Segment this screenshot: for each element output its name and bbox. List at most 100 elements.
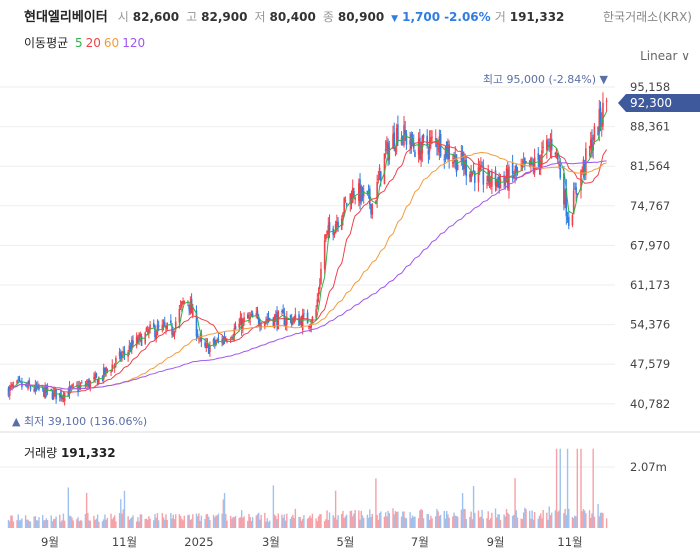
volume-bar (413, 516, 415, 528)
candle-body (248, 315, 250, 319)
volume-bar (144, 518, 146, 528)
candle-body (33, 389, 35, 392)
volume-bar (352, 516, 354, 528)
candle-body (301, 314, 304, 330)
scale-mode-dropdown[interactable]: Linear ∨ (640, 49, 690, 63)
volume-bar (380, 511, 382, 528)
candle-body (294, 314, 297, 319)
ma-5[interactable]: 5 (75, 36, 83, 50)
candle-body (78, 385, 81, 390)
candle-body (27, 382, 29, 389)
volume-bar (568, 508, 570, 528)
volume-bar (20, 519, 22, 528)
volume-bar (546, 512, 548, 528)
volume-bar (286, 513, 288, 528)
volume-bar (469, 516, 471, 528)
moving-average-legend[interactable]: 이동평균 5 20 60 120 (24, 34, 148, 51)
candle-body (404, 130, 407, 135)
volume-bar (564, 508, 566, 528)
candle-body (10, 385, 12, 387)
volume-bar (601, 512, 603, 528)
volume-bar (559, 448, 561, 528)
volume-bar (188, 514, 190, 528)
volume-bar (378, 513, 381, 528)
volume-bar (388, 513, 391, 528)
low-annotation: ▲ 최저 39,100 (136.06%) (12, 415, 147, 428)
candle-body (119, 352, 122, 360)
volume-bar (189, 519, 192, 528)
volume-bar (247, 520, 249, 528)
candle-body (206, 342, 209, 344)
candle-body (234, 325, 237, 329)
candle-body (478, 167, 481, 171)
candle-body (84, 384, 87, 386)
candle-body (157, 325, 160, 327)
candle-body (472, 170, 475, 172)
volume-bar (550, 512, 553, 528)
candle-body (598, 109, 601, 132)
volume-bar (138, 521, 140, 528)
volume-bar (531, 510, 533, 528)
volume-bar (284, 520, 287, 528)
candle-body (371, 204, 374, 215)
candle-body (309, 326, 311, 328)
volume-bar (472, 486, 475, 528)
volume-bar (171, 518, 173, 528)
candle-body (477, 167, 480, 183)
volume-bar (400, 516, 403, 528)
candle-body (135, 336, 138, 346)
candle-body (572, 190, 575, 215)
volume-bar (181, 518, 183, 528)
volume-bar (148, 516, 150, 528)
candle-body (156, 324, 159, 336)
candle-body (170, 320, 172, 323)
volume-bar (447, 514, 449, 528)
volume-bar (60, 521, 62, 528)
volume-bar (454, 515, 456, 528)
volume-bar (494, 508, 497, 528)
y-tick-label: 95,158 (630, 80, 670, 94)
volume-bar (376, 514, 378, 528)
ma-120[interactable]: 120 (122, 36, 146, 50)
ma-60[interactable]: 60 (103, 36, 120, 50)
volume-tick-label: 2.07m (630, 460, 667, 474)
candle-body (106, 369, 109, 371)
candle-body (233, 328, 236, 337)
volume-bar (572, 518, 575, 528)
volume-bar (402, 511, 404, 528)
volume-bar (172, 514, 174, 528)
candle-body (336, 221, 338, 225)
volume-bar (547, 519, 549, 528)
volume-bar (300, 520, 303, 528)
candle-body (480, 165, 482, 171)
ma-120-line (8, 160, 607, 397)
candle-body (323, 240, 326, 270)
volume-bar (131, 517, 133, 528)
current-price-tag (618, 94, 700, 112)
candle-body (306, 312, 309, 324)
volume-bar (18, 520, 21, 528)
volume-bar (192, 514, 194, 528)
volume-bar (593, 516, 596, 528)
candle-body (315, 309, 317, 318)
volume-bar (233, 517, 236, 528)
candle-body (240, 318, 243, 331)
candle-body (564, 190, 566, 206)
volume-bar (43, 520, 45, 528)
volume-bar (354, 510, 356, 528)
candle-body (118, 351, 121, 357)
candle-body (549, 142, 552, 148)
candle-body (366, 190, 369, 193)
ma-20[interactable]: 20 (85, 36, 101, 50)
volume-bar (435, 516, 437, 528)
candle-body (12, 385, 15, 387)
volume-bar (52, 519, 55, 528)
candle-body (154, 325, 156, 337)
volume-bar (301, 518, 304, 528)
volume-bar (605, 518, 608, 528)
volume-bar (113, 515, 116, 528)
candle-body (515, 164, 518, 173)
candle-body (179, 304, 182, 306)
volume-bar (256, 514, 259, 528)
